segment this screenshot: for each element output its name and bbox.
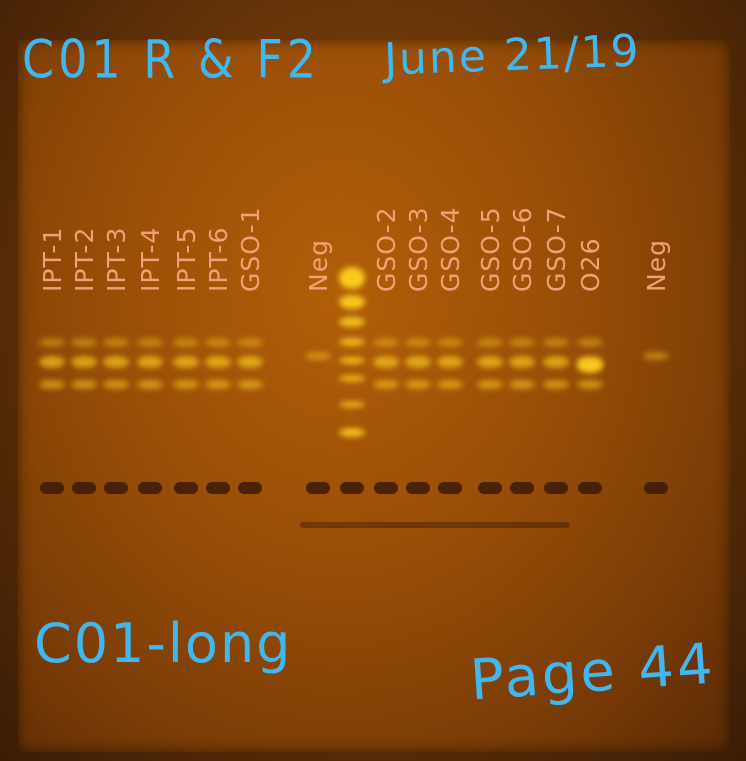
sample-band xyxy=(71,356,97,368)
lane-label: IPT-6 xyxy=(204,226,233,292)
sample-band xyxy=(405,379,431,389)
sample-band xyxy=(39,337,65,347)
sample-band xyxy=(437,379,463,389)
sample-band xyxy=(477,356,503,368)
gel-well xyxy=(138,482,162,494)
gel-plate xyxy=(18,40,730,752)
ladder-band xyxy=(339,374,365,382)
sample-band xyxy=(103,356,129,368)
sample-band xyxy=(137,337,163,347)
ladder-band xyxy=(339,267,365,289)
sample-band xyxy=(509,356,535,368)
gel-well xyxy=(406,482,430,494)
gel-well xyxy=(104,482,128,494)
gel-well xyxy=(206,482,230,494)
sample-band xyxy=(509,337,535,347)
lane-label: GSO-4 xyxy=(436,206,465,292)
sample-band xyxy=(477,337,503,347)
sample-band xyxy=(173,356,199,368)
sample-band xyxy=(477,379,503,389)
sample-band xyxy=(137,379,163,389)
lane-label: GSO-3 xyxy=(404,206,433,292)
gel-well xyxy=(644,482,668,494)
lane-label: GSO-7 xyxy=(542,206,571,292)
sample-band xyxy=(137,356,163,368)
lane-label: Neg xyxy=(642,239,671,292)
sample-band xyxy=(205,356,231,368)
ladder-band xyxy=(339,338,365,346)
lane-label: Neg xyxy=(304,239,333,292)
gel-well xyxy=(40,482,64,494)
lane-label: IPT-3 xyxy=(102,226,131,292)
handwritten-gene-note: C01-long xyxy=(34,612,293,675)
gel-well xyxy=(578,482,602,494)
sample-band xyxy=(103,337,129,347)
sample-band xyxy=(405,337,431,347)
sample-band xyxy=(103,379,129,389)
lane-label: GSO-1 xyxy=(236,206,265,292)
handwritten-title: C01 R & F2 xyxy=(22,27,321,91)
lane-label: IPT-2 xyxy=(70,226,99,292)
sample-band xyxy=(173,379,199,389)
lane-label: IPT-4 xyxy=(136,226,165,292)
sample-band xyxy=(543,337,569,347)
sample-band xyxy=(173,337,199,347)
gel-well xyxy=(306,482,330,494)
sample-band xyxy=(437,337,463,347)
sample-band xyxy=(373,337,399,347)
ladder-band xyxy=(339,295,365,309)
handwritten-date: June 21/19 xyxy=(383,25,642,86)
sample-band xyxy=(405,356,431,368)
lane-label: GSO-5 xyxy=(476,206,505,292)
sample-band xyxy=(39,356,65,368)
sample-band xyxy=(509,379,535,389)
gel-well xyxy=(340,482,364,494)
gel-well xyxy=(510,482,534,494)
sample-band xyxy=(305,352,331,360)
lane-label: GSO-2 xyxy=(372,206,401,292)
gel-well xyxy=(72,482,96,494)
sample-band xyxy=(237,337,263,347)
sample-band xyxy=(205,337,231,347)
sample-band xyxy=(373,356,399,368)
sample-band xyxy=(437,356,463,368)
sample-band xyxy=(237,379,263,389)
gel-streak xyxy=(300,522,570,528)
sample-band xyxy=(577,379,603,389)
sample-band xyxy=(71,379,97,389)
sample-band xyxy=(577,359,603,373)
gel-well xyxy=(374,482,398,494)
sample-band xyxy=(71,337,97,347)
lane-label: IPT-5 xyxy=(172,226,201,292)
sample-band xyxy=(237,356,263,368)
gel-well xyxy=(238,482,262,494)
sample-band xyxy=(39,379,65,389)
sample-band xyxy=(543,379,569,389)
ladder-band xyxy=(339,356,365,364)
sample-band xyxy=(643,352,669,360)
lane-label: IPT-1 xyxy=(38,226,67,292)
gel-well xyxy=(438,482,462,494)
lane-label: GSO-6 xyxy=(508,206,537,292)
gel-well xyxy=(478,482,502,494)
sample-band xyxy=(373,379,399,389)
gel-well xyxy=(174,482,198,494)
sample-band xyxy=(577,337,603,347)
ladder-band xyxy=(339,400,365,408)
ladder-band xyxy=(339,427,365,437)
sample-band xyxy=(205,379,231,389)
lane-label: O26 xyxy=(576,237,605,293)
sample-band xyxy=(543,356,569,368)
ladder-band xyxy=(339,317,365,327)
gel-well xyxy=(544,482,568,494)
